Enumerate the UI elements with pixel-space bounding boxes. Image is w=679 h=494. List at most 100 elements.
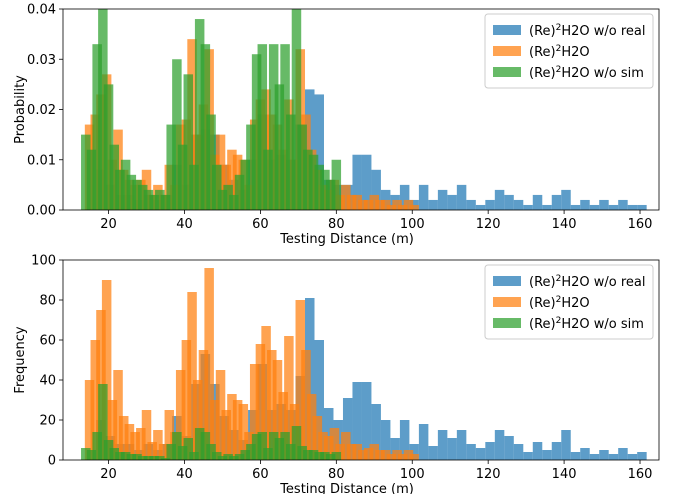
legend-swatch — [493, 67, 521, 77]
bar — [599, 450, 609, 460]
legend-entry: (Re)2H2O w/o sim — [529, 316, 644, 332]
bar — [227, 149, 237, 210]
bar — [437, 430, 448, 460]
bar — [618, 448, 628, 460]
bar — [475, 204, 486, 210]
bar — [380, 199, 391, 210]
bar — [399, 184, 410, 211]
legend-box — [484, 13, 654, 89]
bar — [386, 454, 397, 460]
bar — [369, 194, 380, 210]
bar — [297, 446, 307, 460]
bar — [608, 204, 619, 210]
bar — [380, 450, 391, 460]
bar — [504, 436, 514, 460]
bar — [589, 454, 600, 460]
y-tick-label: 40 — [39, 374, 56, 389]
bar — [194, 428, 205, 460]
bar — [363, 448, 374, 460]
bar — [160, 458, 171, 460]
x-tick-label: 140 — [552, 217, 577, 232]
bar — [346, 444, 357, 460]
bar — [390, 438, 400, 460]
bar — [81, 134, 91, 211]
x-tick-label: 160 — [628, 467, 653, 482]
legend-box — [484, 264, 654, 340]
bar — [155, 189, 165, 210]
bar — [200, 44, 211, 210]
plot-frame — [62, 259, 660, 461]
bar — [589, 204, 600, 210]
bar — [249, 364, 260, 460]
bar — [331, 452, 342, 460]
bar — [246, 124, 256, 210]
bar — [599, 199, 609, 210]
bar — [341, 184, 351, 211]
bar — [325, 454, 336, 460]
bar — [177, 446, 188, 460]
legend: (Re)2H2O w/o real (Re)2H2O (Re)2H2O w/o si… — [484, 13, 654, 89]
bar — [280, 432, 290, 460]
bar — [141, 410, 152, 460]
bar — [318, 432, 328, 460]
bar — [101, 280, 112, 460]
x-tick-label: 20 — [100, 467, 117, 482]
bar — [90, 340, 101, 460]
bar — [627, 454, 638, 460]
bar — [369, 444, 380, 460]
bar — [223, 454, 233, 460]
bar — [551, 442, 562, 460]
bar — [160, 194, 171, 210]
bar — [251, 54, 262, 210]
bar — [303, 450, 313, 460]
bar — [278, 392, 288, 460]
bar — [257, 44, 268, 210]
bar — [193, 380, 203, 460]
bar — [542, 450, 552, 460]
y-axis-label: Frequency — [13, 326, 28, 393]
bar — [551, 194, 562, 210]
y-tick-label: 0.01 — [27, 153, 56, 168]
bar — [257, 432, 268, 460]
y-tick-label: 0.00 — [27, 204, 56, 219]
bar — [107, 400, 118, 460]
bar — [86, 450, 97, 460]
legend-swatch — [493, 318, 521, 328]
bar — [109, 448, 119, 460]
bar — [403, 450, 414, 460]
bar — [352, 382, 362, 460]
bar — [532, 194, 543, 210]
bar — [306, 394, 317, 460]
bar — [92, 432, 102, 460]
x-tick-label: 120 — [476, 217, 501, 232]
bar — [398, 204, 408, 210]
legend: (Re)2H2O w/o real (Re)2H2O (Re)2H2O w/o si… — [484, 264, 654, 340]
bar — [124, 424, 135, 460]
bar — [466, 199, 476, 210]
bar — [580, 199, 590, 210]
bar — [375, 450, 385, 460]
bar — [109, 144, 119, 210]
bar — [261, 326, 271, 460]
bar — [513, 199, 524, 210]
bar — [187, 292, 197, 460]
bar — [291, 9, 302, 210]
y-tick-label: 0.03 — [27, 53, 56, 68]
bar — [580, 448, 590, 460]
bar — [137, 456, 148, 460]
bar — [189, 164, 199, 210]
bar — [320, 169, 330, 210]
series-3-bars — [81, 384, 342, 460]
bar — [212, 164, 222, 210]
bar — [103, 440, 114, 460]
legend-swatch — [493, 297, 521, 307]
bar — [126, 454, 137, 460]
bar — [398, 454, 408, 460]
bar — [177, 144, 188, 210]
bar — [120, 159, 131, 210]
y-tick-label: 100 — [31, 254, 56, 269]
bar — [86, 149, 97, 210]
bar — [637, 452, 647, 460]
y-axis-label: Probability — [13, 75, 28, 144]
legend-swatch — [493, 25, 521, 35]
